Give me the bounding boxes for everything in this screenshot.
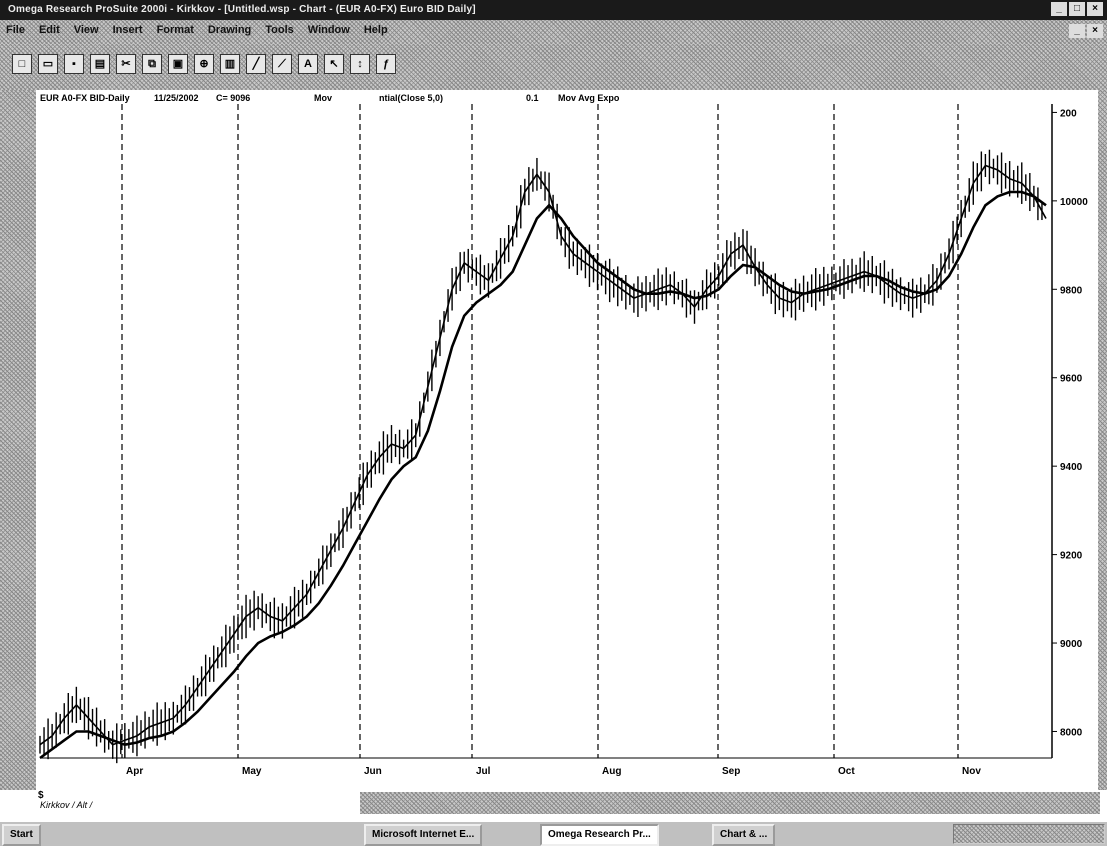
chart-close: C= 9096 — [216, 93, 250, 103]
study-3-label: Mov Avg Expo — [558, 93, 620, 103]
right-frame — [1098, 90, 1107, 810]
close-button[interactable]: × — [1087, 2, 1103, 16]
x-tick-label: Jun — [364, 766, 382, 777]
toolbar: □ ▭ ▪ ▤ ✂ ⧉ ▣ ⊕ ▥ ╱ ⟋ A ↖ ↕ ƒ — [0, 44, 1107, 90]
arrow-icon[interactable]: ↖ — [324, 54, 344, 74]
status-row: Kirkkov / Alt / $ — [0, 790, 1107, 820]
y-tick-label: 9200 — [1060, 551, 1083, 562]
start-button[interactable]: Start — [2, 824, 41, 846]
zoom-icon[interactable]: ⊕ — [194, 54, 214, 74]
open-icon[interactable]: ▭ — [38, 54, 58, 74]
left-frame — [0, 90, 36, 810]
menu-item-window[interactable]: Window — [307, 24, 350, 36]
maximize-button[interactable]: □ — [1069, 2, 1085, 16]
y-tick-label: 10000 — [1060, 197, 1088, 208]
save-icon[interactable]: ▪ — [64, 54, 84, 74]
x-tick-label: Oct — [838, 766, 855, 777]
copy-icon[interactable]: ⧉ — [142, 54, 162, 74]
paste-icon[interactable]: ▣ — [168, 54, 188, 74]
doc-minimize-button[interactable]: _ — [1069, 24, 1085, 38]
bar-chart-icon[interactable]: ▥ — [220, 54, 240, 74]
menu-item-drawing[interactable]: Drawing — [207, 24, 252, 36]
title-bar: Omega Research ProSuite 2000i - Kirkkov … — [0, 0, 1107, 20]
doc-close-button[interactable]: × — [1087, 24, 1103, 38]
study-2-label: ntial(Close 5,0) — [379, 93, 443, 103]
menu-item-insert[interactable]: Insert — [112, 24, 143, 36]
corner-label: $ — [38, 790, 44, 801]
x-tick-label: Nov — [962, 766, 981, 777]
minimize-button[interactable]: _ — [1051, 2, 1067, 16]
y-tick-label: 9800 — [1060, 285, 1083, 296]
menu-item-format[interactable]: Format — [156, 24, 194, 36]
print-icon[interactable]: ▤ — [90, 54, 110, 74]
y-tick-label: 9000 — [1060, 639, 1083, 650]
cut-icon[interactable]: ✂ — [116, 54, 136, 74]
chart-date: 11/25/2002 — [154, 93, 199, 103]
y-tick-label: 9600 — [1060, 374, 1083, 385]
study-1-label: Mov — [314, 93, 332, 103]
system-tray — [953, 824, 1105, 844]
sheet-tab[interactable]: Kirkkov / Alt / — [40, 800, 93, 810]
menu-item-view[interactable]: View — [73, 24, 99, 36]
new-icon[interactable]: □ — [12, 54, 32, 74]
menu-bar: File Edit View Insert Format Drawing Tools Wind… — [0, 20, 1107, 44]
line-icon[interactable]: ╱ — [246, 54, 266, 74]
chart-symbol: EUR A0-FX BID-Daily — [40, 93, 130, 103]
taskbar-button-chart[interactable]: Chart & ... — [712, 824, 776, 846]
x-tick-label: Sep — [722, 766, 740, 777]
moving-average-slow-line — [39, 190, 1047, 760]
x-tick-label: Apr — [126, 766, 143, 777]
menu-item-edit[interactable]: Edit — [38, 24, 60, 36]
chart-background — [36, 90, 1098, 790]
y-tick-label: 200 — [1060, 108, 1077, 119]
menu-item-tools[interactable]: Tools — [265, 24, 294, 36]
taskbar-button-ie[interactable]: Microsoft Internet E... — [364, 824, 483, 846]
taskbar-button-omega[interactable]: Omega Research Pr... — [540, 824, 659, 846]
x-tick-label: Jul — [476, 766, 491, 777]
x-tick-label: May — [242, 766, 262, 777]
study-2-param: 0.1 — [526, 93, 539, 103]
window-title: Omega Research ProSuite 2000i - Kirkkov … — [8, 4, 476, 15]
y-tick-label: 9400 — [1060, 462, 1083, 473]
status-pattern — [360, 792, 1100, 814]
text-icon[interactable]: A — [298, 54, 318, 74]
cursor-icon[interactable]: ↕ — [350, 54, 370, 74]
taskbar: Start Microsoft Internet E... Omega Rese… — [0, 820, 1107, 846]
y-tick-label: 8000 — [1060, 727, 1083, 738]
fib-icon[interactable]: ƒ — [376, 54, 396, 74]
price-chart[interactable]: EUR A0-FX BID-Daily 11/25/2002 C= 9096 M… — [36, 90, 1098, 790]
menu-item-help[interactable]: Help — [363, 24, 388, 36]
x-tick-label: Aug — [602, 766, 621, 777]
trendline-icon[interactable]: ⟋ — [272, 54, 292, 74]
menu-item-file[interactable]: File — [6, 24, 25, 36]
